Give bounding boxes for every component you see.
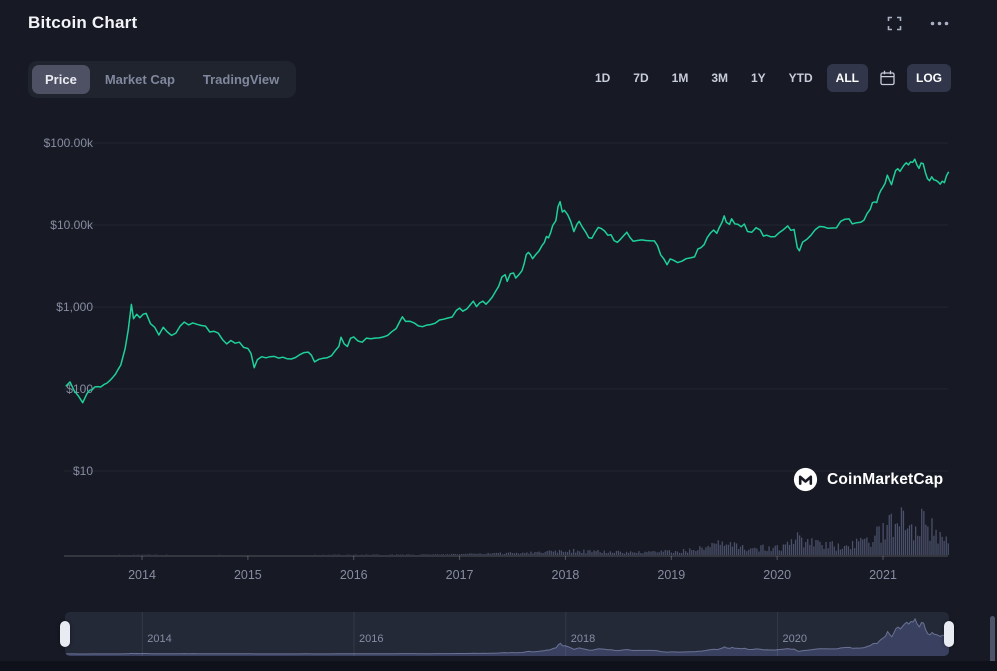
more-options-button[interactable] — [928, 19, 951, 28]
fullscreen-icon — [887, 16, 902, 30]
log-scale-toggle[interactable]: LOG — [907, 64, 951, 92]
svg-text:2014: 2014 — [147, 633, 171, 645]
watermark: CoinMarketCap — [792, 466, 943, 493]
calendar-icon — [880, 70, 895, 86]
chart-header: Bitcoin Chart — [28, 13, 951, 33]
range-button-3m[interactable]: 3M — [702, 64, 737, 92]
range-navigator[interactable]: 2014 2016 2018 2020 — [65, 612, 949, 656]
svg-text:$100: $100 — [66, 382, 93, 396]
range-button-1y[interactable]: 1Y — [742, 64, 775, 92]
calendar-button[interactable] — [873, 65, 902, 91]
range-button-all[interactable]: ALL — [826, 64, 868, 92]
scrollbar-thumb[interactable] — [990, 616, 995, 671]
svg-text:2019: 2019 — [657, 568, 685, 582]
svg-text:2014: 2014 — [128, 568, 156, 582]
svg-text:2016: 2016 — [340, 568, 368, 582]
range-button-1d[interactable]: 1D — [586, 64, 619, 92]
price-chart[interactable]: $100.00k $10.00k $1,000 $100 $10 2014 2015 2016… — [0, 128, 997, 590]
bottom-band — [0, 661, 997, 671]
svg-text:2020: 2020 — [763, 568, 791, 582]
svg-text:2017: 2017 — [446, 568, 474, 582]
range-button-ytd[interactable]: YTD — [780, 64, 822, 92]
navigator-chart: 2014 2016 2018 2020 — [65, 612, 949, 656]
svg-text:2018: 2018 — [571, 633, 595, 645]
header-actions — [885, 14, 951, 33]
svg-text:2015: 2015 — [234, 568, 262, 582]
ellipsis-icon — [930, 21, 949, 25]
fullscreen-button[interactable] — [885, 14, 904, 33]
svg-text:2020: 2020 — [782, 633, 806, 645]
svg-text:2016: 2016 — [359, 633, 383, 645]
svg-text:$100.00k: $100.00k — [44, 136, 94, 150]
svg-text:$10.00k: $10.00k — [50, 218, 94, 232]
svg-text:2021: 2021 — [869, 568, 897, 582]
navigator-handle-right[interactable] — [944, 621, 954, 647]
coinmarketcap-logo-icon — [793, 467, 818, 492]
tab-market-cap[interactable]: Market Cap — [92, 65, 188, 94]
svg-text:$10: $10 — [73, 464, 93, 478]
svg-text:2018: 2018 — [552, 568, 580, 582]
chart-toolbar: Price Market Cap TradingView 1D 7D 1M 3M… — [28, 61, 951, 98]
svg-text:$1,000: $1,000 — [56, 300, 93, 314]
range-controls: 1D 7D 1M 3M 1Y YTD ALL LOG — [586, 61, 951, 92]
tab-tradingview[interactable]: TradingView — [190, 65, 292, 94]
watermark-label: CoinMarketCap — [827, 470, 944, 488]
tab-price[interactable]: Price — [32, 65, 90, 94]
navigator-handle-left[interactable] — [60, 621, 70, 647]
page-title: Bitcoin Chart — [28, 13, 138, 32]
range-button-7d[interactable]: 7D — [624, 64, 657, 92]
range-button-1m[interactable]: 1M — [663, 64, 698, 92]
chart-type-tabs: Price Market Cap TradingView — [28, 61, 297, 98]
